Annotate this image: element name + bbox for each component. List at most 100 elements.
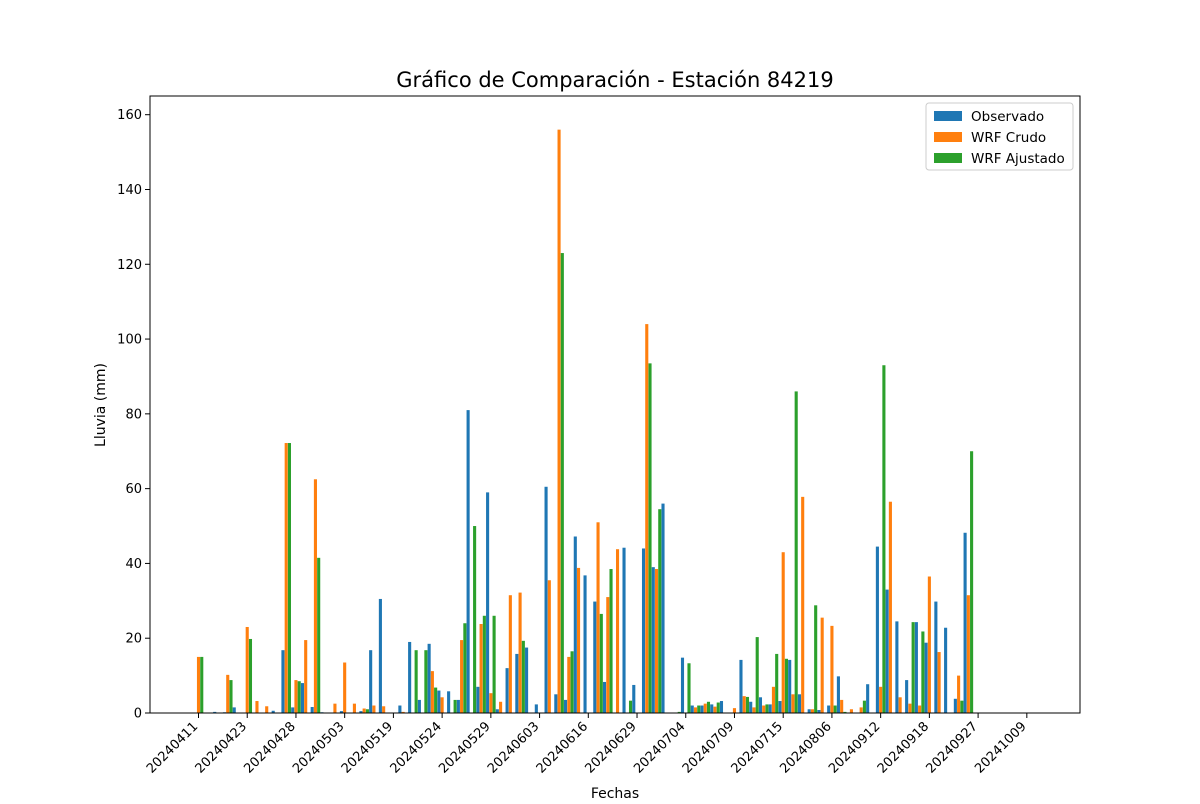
bar-wrf-crudo (313, 479, 317, 713)
legend-label: WRF Ajustado (971, 151, 1065, 167)
legend: Observado WRF Crudo WRF Ajustado (925, 102, 1074, 171)
bar-wrf-crudo (908, 703, 912, 713)
x-tick-label: 20240616 (534, 719, 591, 776)
x-tick-label: 20240715 (729, 719, 786, 776)
bar-observado (641, 548, 646, 713)
x-tick-label: 20240603 (485, 719, 542, 776)
bar-observado (602, 681, 607, 713)
legend-label: Observado (971, 109, 1044, 125)
bar-wrf-crudo (304, 640, 308, 713)
y-tick-label: 0 (134, 707, 142, 722)
x-tick-label: 20240411 (144, 719, 201, 776)
bar-wrf-crudo (703, 703, 707, 713)
bar-observado (632, 684, 636, 713)
x-tick-label: 20240806 (777, 719, 834, 776)
bar-wrf-ajustado (482, 615, 486, 713)
y-tick-label: 40 (125, 557, 142, 572)
bar-observado (866, 684, 870, 713)
bar-wrf-crudo (810, 709, 814, 713)
bar-wrf-crudo (732, 708, 737, 713)
bar-wrf-crudo (567, 656, 571, 713)
bar-wrf-ajustado (560, 253, 564, 714)
bar-wrf-crudo (343, 662, 347, 713)
bar-observado (836, 676, 840, 713)
bar-observado (963, 532, 967, 713)
bar-wrf-ajustado (960, 700, 964, 713)
y-tick-label: 80 (125, 407, 142, 422)
bar-observado (749, 701, 753, 713)
bar-wrf-crudo (499, 701, 503, 713)
legend-swatch (934, 153, 962, 163)
bar-observado (622, 547, 626, 713)
x-tick-label: 20240709 (680, 719, 737, 776)
y-axis-label: Lluvia (mm) (93, 363, 109, 447)
bar-wrf-ajustado (687, 663, 691, 713)
bar-observado (271, 710, 275, 713)
bar-wrf-crudo (781, 552, 785, 713)
bar-wrf-crudo (966, 595, 970, 713)
bar-observado (583, 575, 587, 713)
bar-observado (593, 601, 597, 713)
x-tick-label: 20240519 (339, 719, 396, 776)
bar-wrf-crudo (879, 686, 883, 713)
bar-wrf-ajustado (609, 569, 613, 713)
x-axis-label: Fechas (591, 786, 639, 800)
bar-observado (398, 705, 402, 713)
bar-wrf-ajustado (297, 681, 301, 713)
bar-wrf-ajustado (229, 680, 233, 713)
bar-wrf-ajustado (570, 651, 574, 713)
bar-wrf-crudo (957, 675, 961, 713)
bar-observado (378, 598, 382, 713)
bar-observado (525, 647, 529, 713)
bar-wrf-crudo (918, 705, 922, 713)
bar-observado (700, 705, 704, 713)
bar-wrf-crudo (606, 597, 610, 713)
bar-observado (505, 668, 509, 713)
bar-wrf-ajustado (317, 557, 321, 713)
x-tick-label: 20240629 (582, 719, 639, 776)
bar-wrf-crudo (255, 701, 259, 713)
bar-wrf-ajustado (648, 363, 652, 713)
bar-observado (905, 680, 909, 713)
bar-wrf-crudo (577, 567, 581, 713)
plot-frame (149, 95, 1081, 714)
bar-wrf-crudo (382, 706, 386, 713)
chart-title: Gráfico de Comparación - Estación 84219 (396, 68, 833, 92)
bar-wrf-ajustado (745, 696, 750, 713)
bar-wrf-ajustado (287, 443, 291, 713)
y-tick-label: 100 (117, 333, 142, 348)
bar-wrf-ajustado (677, 711, 681, 713)
bar-wrf-crudo (479, 624, 483, 713)
x-axis: 2024041120240423202404282024050320240519… (144, 713, 1030, 777)
bar-wrf-ajustado (463, 623, 467, 713)
bar-observado (300, 683, 304, 713)
bar-wrf-ajustado (248, 638, 253, 713)
bar-wrf-crudo (333, 703, 337, 713)
bar-wrf-ajustado (697, 705, 701, 713)
bar-observado (369, 650, 373, 713)
bar-wrf-crudo (460, 640, 464, 713)
bar-observado (690, 705, 694, 713)
bar-wrf-ajustado (599, 613, 603, 713)
y-tick-label: 140 (117, 183, 142, 198)
bar-observado (924, 642, 928, 713)
bar-observado (456, 699, 460, 713)
x-tick-label: 20240423 (193, 719, 250, 776)
bar-wrf-ajustado (755, 637, 759, 713)
bar-wrf-ajustado (521, 640, 525, 713)
bar-observado (417, 699, 421, 713)
bar-wrf-crudo (557, 129, 561, 713)
bar-observado (710, 704, 714, 713)
bar-wrf-ajustado (706, 701, 711, 713)
bar-observado (739, 659, 743, 713)
bar-wrf-crudo (693, 707, 698, 713)
bar-wrf-crudo (820, 617, 824, 713)
y-tick-label: 20 (125, 632, 142, 647)
bar-wrf-crudo (645, 324, 649, 713)
bar-wrf-crudo (372, 705, 376, 713)
bar-observado (534, 704, 538, 713)
bar-wrf-ajustado (453, 699, 457, 713)
bar-wrf-ajustado (862, 700, 866, 713)
bar-wrf-ajustado (434, 687, 438, 713)
